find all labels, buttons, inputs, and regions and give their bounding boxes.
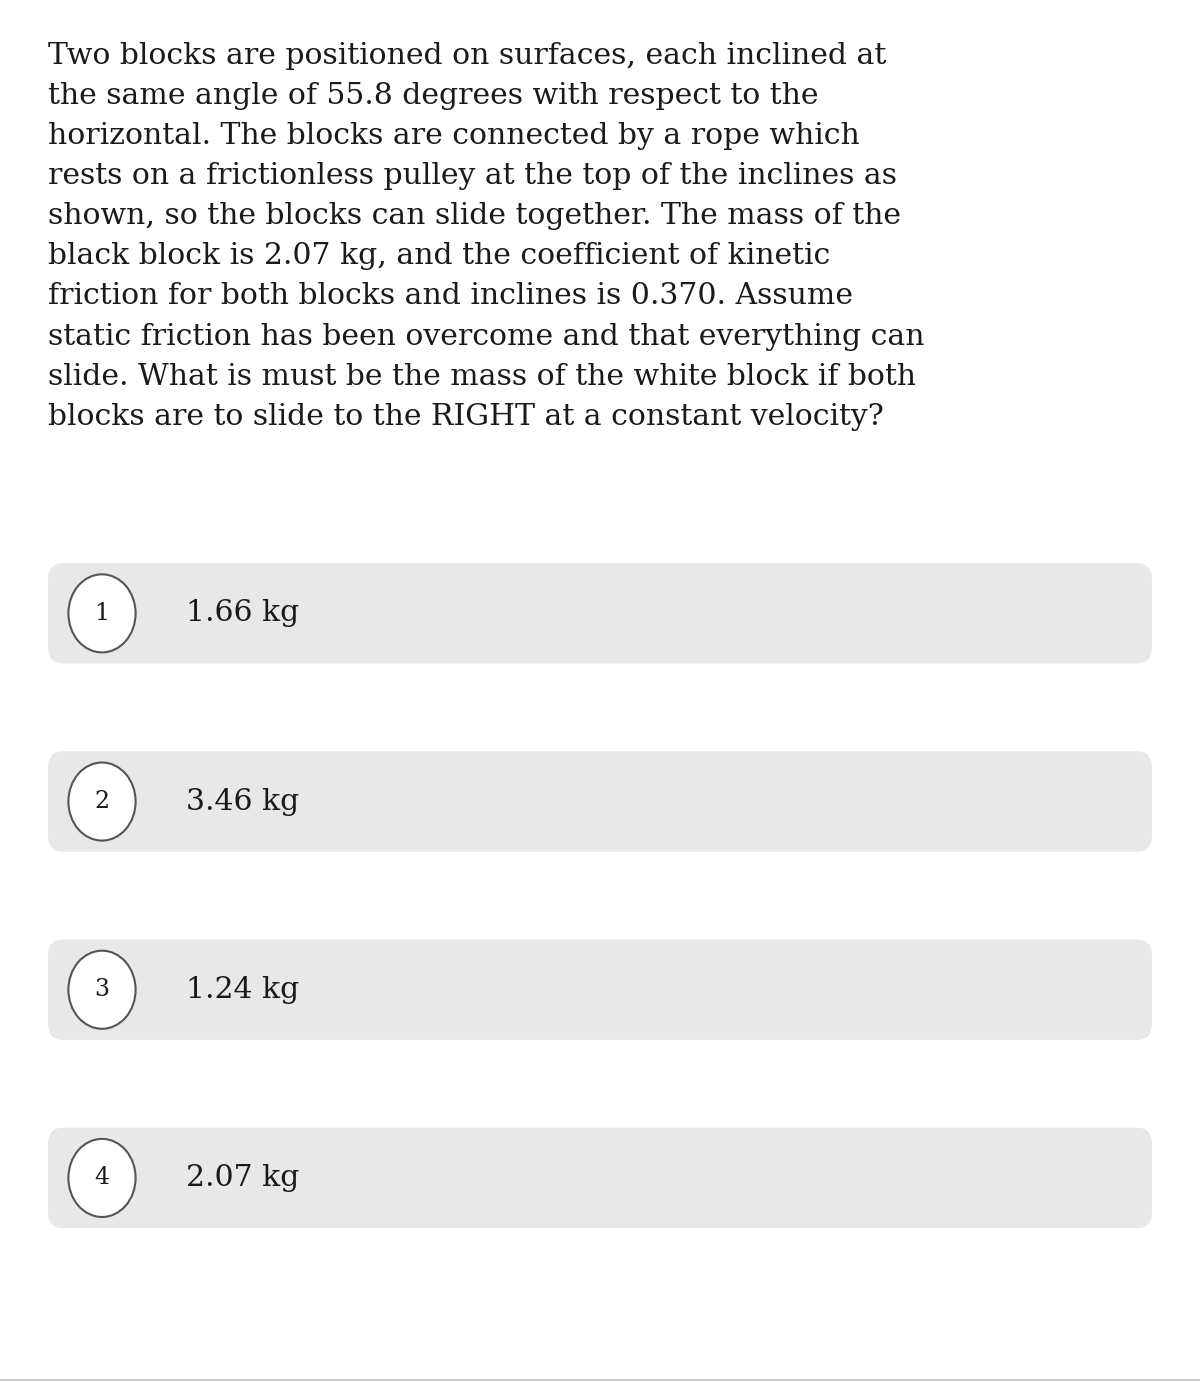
Text: 4: 4 xyxy=(95,1167,109,1189)
FancyBboxPatch shape xyxy=(48,751,1152,852)
Text: 1.24 kg: 1.24 kg xyxy=(186,976,299,1004)
Circle shape xyxy=(68,1139,136,1217)
Text: 2.07 kg: 2.07 kg xyxy=(186,1164,299,1192)
FancyBboxPatch shape xyxy=(48,563,1152,664)
FancyBboxPatch shape xyxy=(48,940,1152,1040)
Text: Two blocks are positioned on surfaces, each inclined at
the same angle of 55.8 d: Two blocks are positioned on surfaces, e… xyxy=(48,42,924,431)
Text: 1: 1 xyxy=(95,602,109,625)
Circle shape xyxy=(68,763,136,841)
Circle shape xyxy=(68,574,136,652)
Circle shape xyxy=(68,951,136,1029)
Text: 1.66 kg: 1.66 kg xyxy=(186,599,299,627)
Text: 3: 3 xyxy=(95,979,109,1001)
FancyBboxPatch shape xyxy=(48,1128,1152,1228)
Text: 2: 2 xyxy=(95,790,109,813)
Text: 3.46 kg: 3.46 kg xyxy=(186,788,299,815)
